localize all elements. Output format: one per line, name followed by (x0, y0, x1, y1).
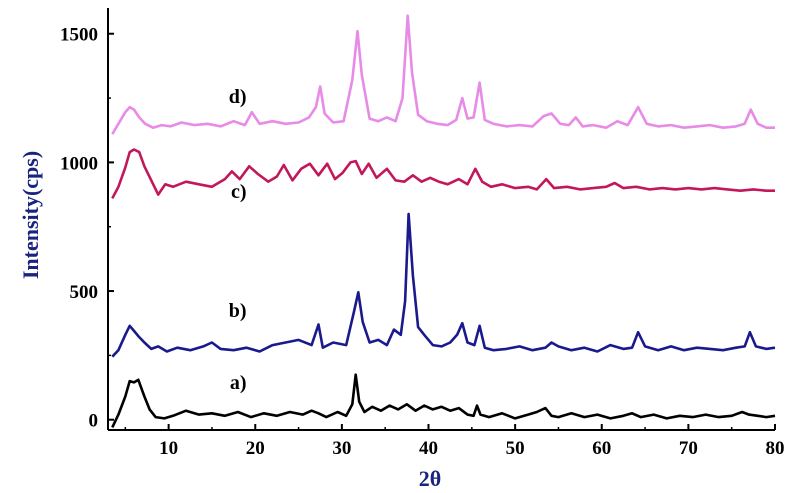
series-line-3 (111, 14, 775, 135)
series-labels-layer: a) b) c) d) (229, 86, 247, 394)
x-axis-title: 2θ (419, 466, 441, 491)
y-tick-label-1500: 1500 (60, 25, 98, 46)
x-tick-label-30: 30 (332, 438, 351, 459)
y-tick-label-500: 500 (70, 282, 99, 303)
series-label-0: a) (230, 372, 247, 394)
x-tick-label-70: 70 (679, 438, 698, 459)
x-tick-label-40: 40 (419, 438, 438, 459)
series-layer (111, 14, 776, 428)
x-tick-label-80: 80 (766, 438, 785, 459)
x-tick-label-20: 20 (246, 438, 265, 459)
y-axis-title: Intensity(cps) (18, 151, 43, 279)
axes-layer: 10 20 30 40 50 60 70 80 0 500 1000 1500 (60, 8, 785, 459)
y-tick-label-0: 0 (89, 411, 99, 432)
x-tick-label-50: 50 (506, 438, 525, 459)
series-label-2: c) (231, 181, 247, 203)
series-label-3: d) (229, 86, 247, 108)
series-label-1: b) (229, 300, 247, 322)
series-line-1 (111, 212, 776, 358)
series-line-0 (111, 373, 776, 428)
y-tick-label-1000: 1000 (60, 153, 98, 174)
x-tick-label-10: 10 (159, 438, 178, 459)
series-line-2 (111, 148, 775, 200)
x-tick-label-60: 60 (592, 438, 611, 459)
